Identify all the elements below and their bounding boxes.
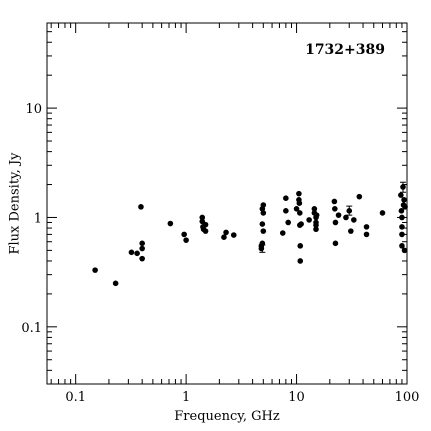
data-point xyxy=(332,240,339,247)
error-bars xyxy=(259,181,407,253)
data-point xyxy=(363,224,370,230)
data-point xyxy=(402,204,408,210)
data-point xyxy=(183,237,189,243)
data-point xyxy=(293,205,300,212)
data-point xyxy=(92,267,98,273)
data-point xyxy=(379,210,386,216)
data-point xyxy=(139,255,145,262)
data-point xyxy=(202,221,209,228)
data-point xyxy=(332,219,339,226)
data-point xyxy=(298,221,304,227)
data-point xyxy=(296,200,303,207)
data-point xyxy=(313,226,319,233)
data-point xyxy=(398,208,405,214)
chart-title: 1732+389 xyxy=(305,42,385,58)
data-point xyxy=(351,217,357,223)
data-point xyxy=(279,230,286,236)
data-point xyxy=(283,195,289,202)
minor-ticks xyxy=(47,23,407,384)
data-point xyxy=(138,204,144,210)
data-point xyxy=(260,202,267,208)
data-point xyxy=(400,184,406,190)
data-point xyxy=(296,190,302,197)
data-point xyxy=(260,210,267,216)
major-ticks xyxy=(47,23,408,384)
data-point xyxy=(313,222,319,228)
data-point xyxy=(297,210,303,216)
data-point xyxy=(199,214,206,221)
data-point xyxy=(112,280,119,287)
data-point xyxy=(399,231,405,238)
x-tick-label: 100 xyxy=(395,390,420,405)
x-tick-label: 0.1 xyxy=(65,390,86,405)
data-point xyxy=(230,232,237,238)
data-point xyxy=(128,249,135,256)
data-point xyxy=(259,240,266,247)
x-tick-label: 10 xyxy=(288,390,305,405)
data-point xyxy=(332,205,338,212)
data-points xyxy=(92,184,408,287)
data-point xyxy=(306,217,312,223)
y-tick-label: 1 xyxy=(34,211,42,226)
data-point xyxy=(399,224,405,230)
data-point xyxy=(348,228,354,234)
x-tick-label: 1 xyxy=(182,390,190,405)
data-point xyxy=(401,197,407,203)
data-point xyxy=(356,193,363,200)
data-point xyxy=(399,243,405,249)
data-point xyxy=(202,228,209,234)
data-point xyxy=(363,231,370,238)
data-point xyxy=(283,208,289,214)
data-point xyxy=(167,220,174,227)
data-point xyxy=(259,221,266,227)
data-point xyxy=(134,250,140,257)
data-point xyxy=(401,247,408,254)
data-point xyxy=(346,208,353,214)
data-point xyxy=(399,214,405,221)
y-tick-label: 0.1 xyxy=(21,321,42,336)
y-axis-label: Flux Density, Jy xyxy=(8,152,23,255)
data-point xyxy=(313,212,320,218)
data-point xyxy=(398,192,404,198)
data-point xyxy=(223,229,229,236)
data-point xyxy=(139,240,145,247)
y-tick-label: 10 xyxy=(25,102,42,117)
data-point xyxy=(297,258,304,264)
plot-frame xyxy=(46,22,408,385)
data-point xyxy=(181,231,187,238)
data-point xyxy=(335,212,342,218)
tick-labels: 0.1 1 10 100 0.1 1 10 xyxy=(21,102,419,405)
x-axis-label: Frequency, GHz xyxy=(174,409,280,424)
data-point xyxy=(331,198,338,205)
data-point xyxy=(311,205,318,212)
data-point xyxy=(285,219,291,226)
data-point xyxy=(260,228,267,234)
data-point xyxy=(139,245,145,252)
data-point xyxy=(343,214,349,221)
data-point xyxy=(297,243,304,249)
data-point xyxy=(221,234,227,240)
